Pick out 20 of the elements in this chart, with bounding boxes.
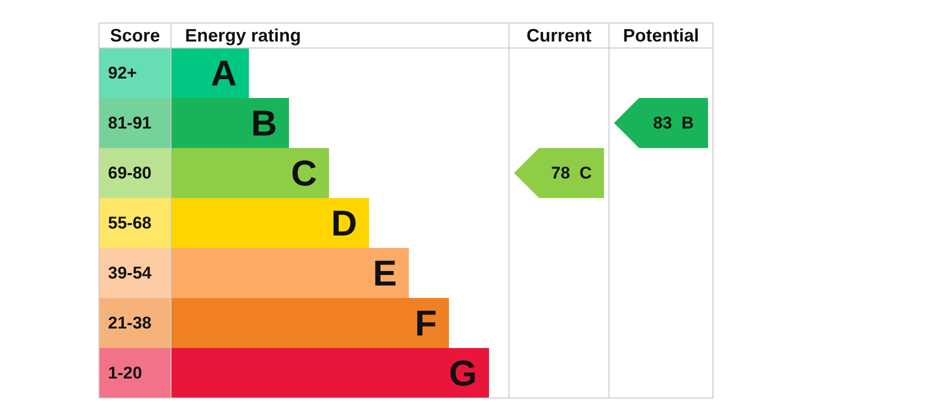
- text: Score: [110, 26, 160, 46]
- y-tick-label: A: [210, 52, 237, 94]
- text: Potential: [622, 26, 700, 46]
- y-tick-label: G: [448, 352, 477, 394]
- text: 55-68: [108, 214, 152, 232]
- text: 1-20: [108, 364, 142, 382]
- y-tick-label: E: [372, 252, 397, 294]
- annotation: Energy rating: [185, 26, 302, 46]
- text: 69-80: [108, 164, 152, 182]
- text: 81-91: [108, 114, 152, 132]
- y-tick-label: F: [414, 302, 437, 344]
- text: 21-38: [108, 314, 152, 332]
- y-tick-label: C: [291, 152, 318, 194]
- y-tick-label: B: [250, 102, 277, 144]
- text: 92+: [108, 64, 137, 82]
- text: 39-54: [108, 264, 152, 282]
- y-tick-label: D: [331, 202, 358, 244]
- text: 78 C: [551, 164, 592, 182]
- text: 83 B: [653, 114, 694, 132]
- text: Current: [526, 26, 592, 46]
